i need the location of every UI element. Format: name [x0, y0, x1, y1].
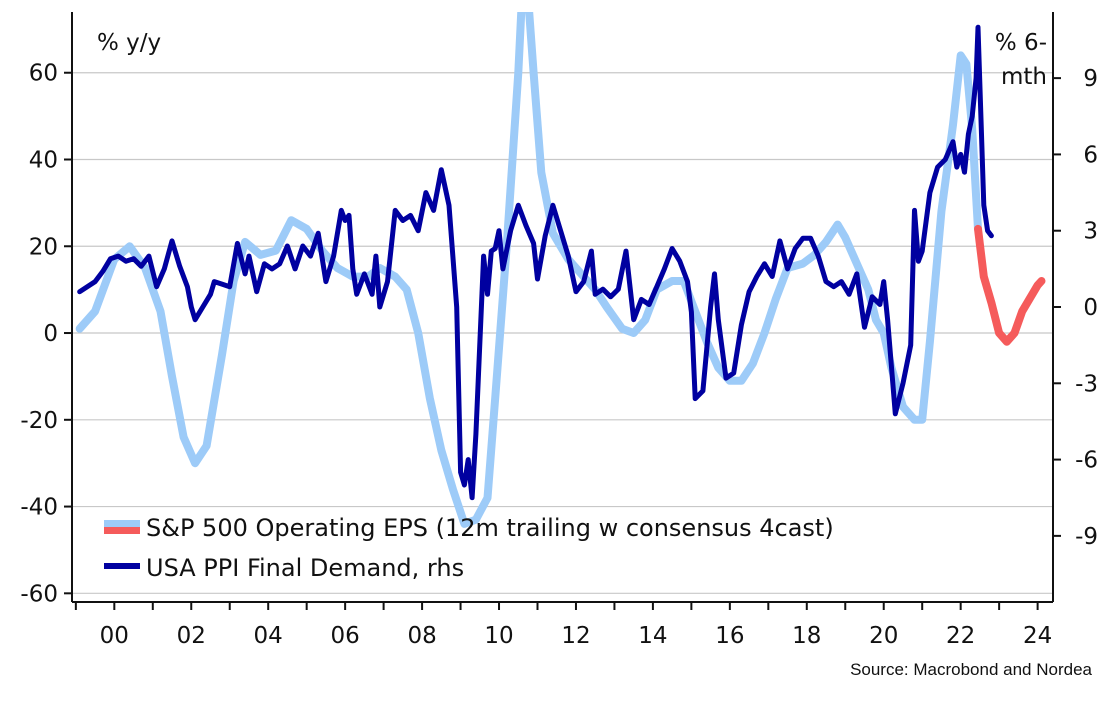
left-tick-label: -60 — [20, 581, 58, 607]
right-tick-label: -9 — [1075, 524, 1098, 550]
right-tick-label: -3 — [1075, 371, 1098, 397]
x-tick-label: 18 — [792, 623, 821, 649]
left-tick-label: -40 — [20, 495, 58, 521]
x-tick-label: 04 — [254, 623, 283, 649]
source-note: Source: Macrobond and Nordea — [850, 660, 1092, 679]
legend-swatch-eps — [104, 520, 140, 527]
right-tick-label: 0 — [1083, 295, 1098, 321]
series-line-eps — [75, 12, 982, 528]
x-tick-label: 24 — [1023, 623, 1052, 649]
right-tick-label: 3 — [1083, 219, 1098, 245]
x-tick-label: 22 — [946, 623, 975, 649]
x-tick-label: 12 — [561, 623, 590, 649]
left-tick-label: 40 — [29, 148, 58, 174]
left-tick-label: 60 — [29, 61, 58, 87]
left-tick-label: 20 — [29, 234, 58, 260]
left-axis-ticks: 60 40 20 0 -20 -40 -60 — [20, 61, 72, 607]
series-layer — [75, 12, 1046, 528]
right-tick-label: 6 — [1083, 142, 1098, 168]
x-tick-label: 14 — [638, 623, 667, 649]
right-axis-unit-line1: % 6- — [995, 30, 1047, 56]
legend: S&P 500 Operating EPS (12m trailing w co… — [104, 514, 834, 582]
right-tick-label: -6 — [1075, 448, 1098, 474]
left-axis-unit: % y/y — [97, 30, 161, 56]
x-axis-ticks: 00 02 04 06 08 10 12 14 16 18 20 22 24 — [74, 602, 1052, 649]
x-tick-label: 06 — [331, 623, 360, 649]
x-tick-label: 10 — [484, 623, 513, 649]
right-axis-ticks: 9 6 3 0 -3 -6 -9 — [1053, 66, 1098, 550]
series-line-eps-forecast — [974, 224, 1046, 346]
right-axis-unit-line2: mth — [1001, 64, 1047, 90]
legend-swatch-eps-forecast — [104, 527, 140, 534]
legend-label-ppi: USA PPI Final Demand, rhs — [146, 554, 464, 582]
x-tick-label: 08 — [407, 623, 436, 649]
x-tick-label: 20 — [869, 623, 898, 649]
x-tick-label: 00 — [100, 623, 129, 649]
left-tick-label: 0 — [43, 321, 58, 347]
x-tick-label: 16 — [715, 623, 744, 649]
legend-swatch-ppi — [104, 563, 140, 569]
legend-label-eps: S&P 500 Operating EPS (12m trailing w co… — [146, 514, 834, 542]
x-tick-label: 02 — [177, 623, 206, 649]
right-tick-label: 9 — [1083, 66, 1098, 92]
series-line-ppi — [77, 24, 994, 501]
left-tick-label: -20 — [20, 408, 58, 434]
